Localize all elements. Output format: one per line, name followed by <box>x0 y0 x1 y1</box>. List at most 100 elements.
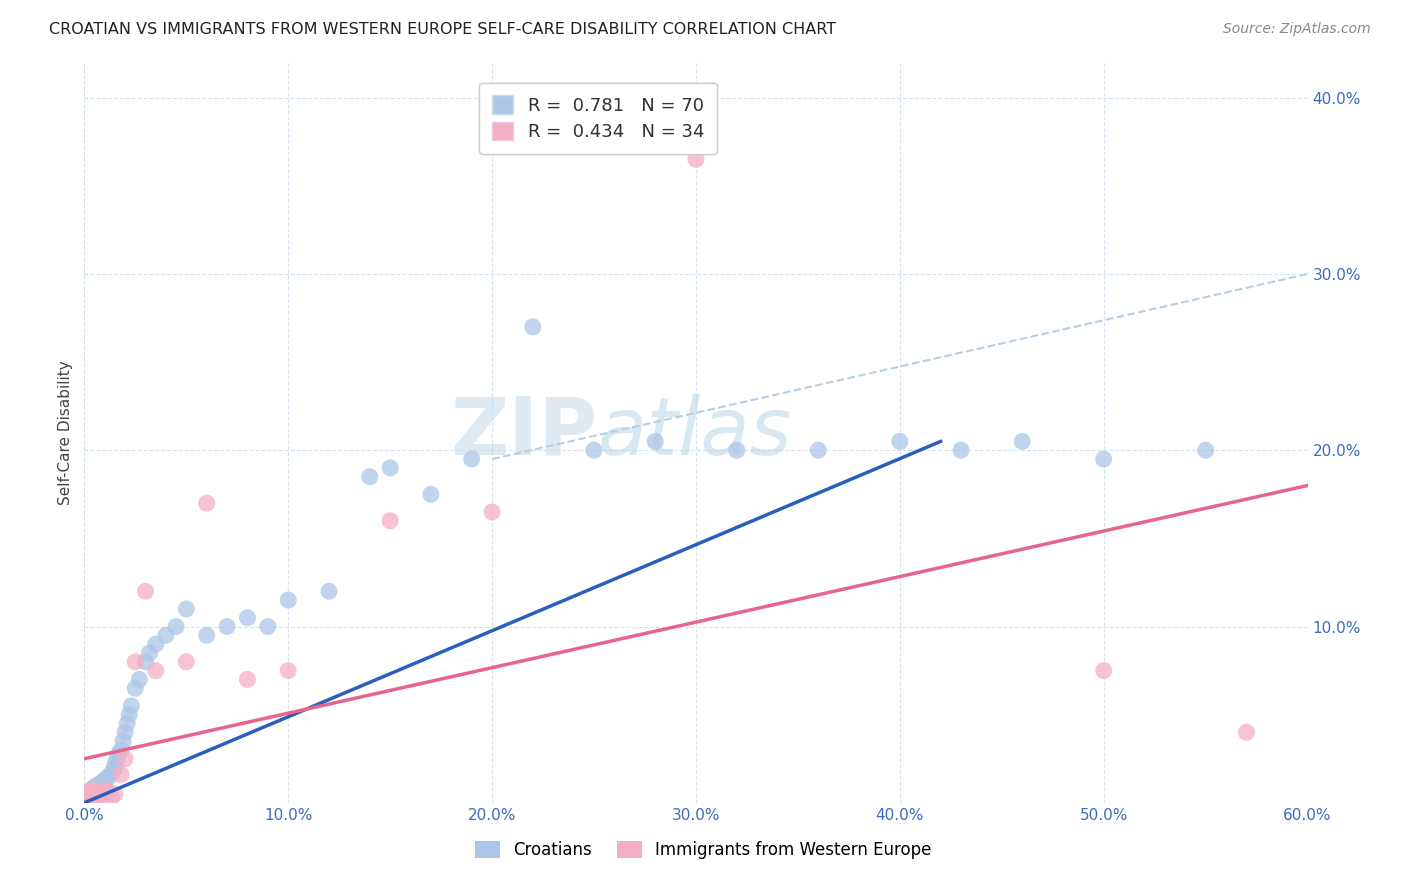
Point <box>104 760 127 774</box>
Point <box>380 461 402 475</box>
Point <box>86 785 108 799</box>
Point <box>110 743 132 757</box>
Point <box>481 505 503 519</box>
Text: CROATIAN VS IMMIGRANTS FROM WESTERN EUROPE SELF-CARE DISABILITY CORRELATION CHAR: CROATIAN VS IMMIGRANTS FROM WESTERN EURO… <box>49 22 837 37</box>
Point <box>86 785 108 799</box>
Point <box>1011 434 1033 449</box>
Point <box>82 789 104 803</box>
Point <box>75 790 97 805</box>
Point <box>685 153 707 167</box>
Point <box>75 790 97 805</box>
Point <box>97 769 120 783</box>
Point <box>114 725 136 739</box>
Point <box>950 443 973 458</box>
Legend: R =  0.781   N = 70, R =  0.434   N = 34: R = 0.781 N = 70, R = 0.434 N = 34 <box>479 83 717 153</box>
Point <box>138 646 160 660</box>
Point <box>1092 664 1115 678</box>
Point <box>115 716 138 731</box>
Point <box>77 787 100 801</box>
Point <box>110 767 132 781</box>
Point <box>75 789 97 803</box>
Point <box>145 664 167 678</box>
Point <box>101 764 124 778</box>
Point <box>97 785 120 799</box>
Point <box>90 776 112 790</box>
Point <box>1236 725 1258 739</box>
Point <box>112 734 135 748</box>
Point <box>77 790 100 805</box>
Point <box>461 452 484 467</box>
Point <box>86 790 108 805</box>
Point <box>93 772 115 787</box>
Point <box>90 780 112 794</box>
Point <box>91 778 114 792</box>
Legend: Croatians, Immigrants from Western Europe: Croatians, Immigrants from Western Europ… <box>468 834 938 866</box>
Point <box>90 787 112 801</box>
Point <box>128 673 150 687</box>
Point <box>522 319 544 334</box>
Point <box>359 469 381 483</box>
Point <box>96 787 118 801</box>
Point <box>236 610 259 624</box>
Point <box>420 487 443 501</box>
Point <box>83 787 105 801</box>
Point <box>91 785 114 799</box>
Point <box>82 781 104 796</box>
Point <box>86 781 108 796</box>
Point <box>79 783 101 797</box>
Point <box>725 443 748 458</box>
Point <box>93 776 115 790</box>
Point <box>75 787 97 801</box>
Point <box>277 664 299 678</box>
Point <box>118 707 141 722</box>
Point <box>83 787 105 801</box>
Point <box>91 774 114 789</box>
Point <box>79 787 101 801</box>
Point <box>83 783 105 797</box>
Point <box>87 789 110 803</box>
Point <box>217 619 239 633</box>
Point <box>100 767 122 781</box>
Point <box>145 637 167 651</box>
Point <box>380 514 402 528</box>
Text: ZIP: ZIP <box>451 393 598 472</box>
Point <box>257 619 280 633</box>
Point <box>318 584 340 599</box>
Point <box>1195 443 1218 458</box>
Point <box>195 628 218 642</box>
Point <box>104 757 127 772</box>
Point <box>644 434 666 449</box>
Point <box>583 443 606 458</box>
Text: Source: ZipAtlas.com: Source: ZipAtlas.com <box>1223 22 1371 37</box>
Point <box>87 780 110 794</box>
Point <box>77 785 100 799</box>
Point <box>1092 452 1115 467</box>
Y-axis label: Self-Care Disability: Self-Care Disability <box>58 360 73 505</box>
Point <box>82 785 104 799</box>
Point <box>105 752 128 766</box>
Point <box>83 780 105 794</box>
Point <box>75 792 97 806</box>
Point <box>165 619 187 633</box>
Point <box>135 655 157 669</box>
Point <box>236 673 259 687</box>
Point <box>277 593 299 607</box>
Point <box>77 789 100 803</box>
Point <box>79 787 101 801</box>
Point <box>124 681 146 696</box>
Point <box>155 628 177 642</box>
Point <box>889 434 911 449</box>
Point <box>124 655 146 669</box>
Point <box>79 790 101 805</box>
Point <box>83 790 105 805</box>
Point <box>135 584 157 599</box>
Point <box>114 752 136 766</box>
Point <box>120 698 142 713</box>
Point <box>195 496 218 510</box>
Text: atlas: atlas <box>598 393 793 472</box>
Point <box>93 783 115 797</box>
Point <box>100 790 122 805</box>
Point <box>174 602 197 616</box>
Point <box>79 783 101 797</box>
Point <box>96 771 118 785</box>
